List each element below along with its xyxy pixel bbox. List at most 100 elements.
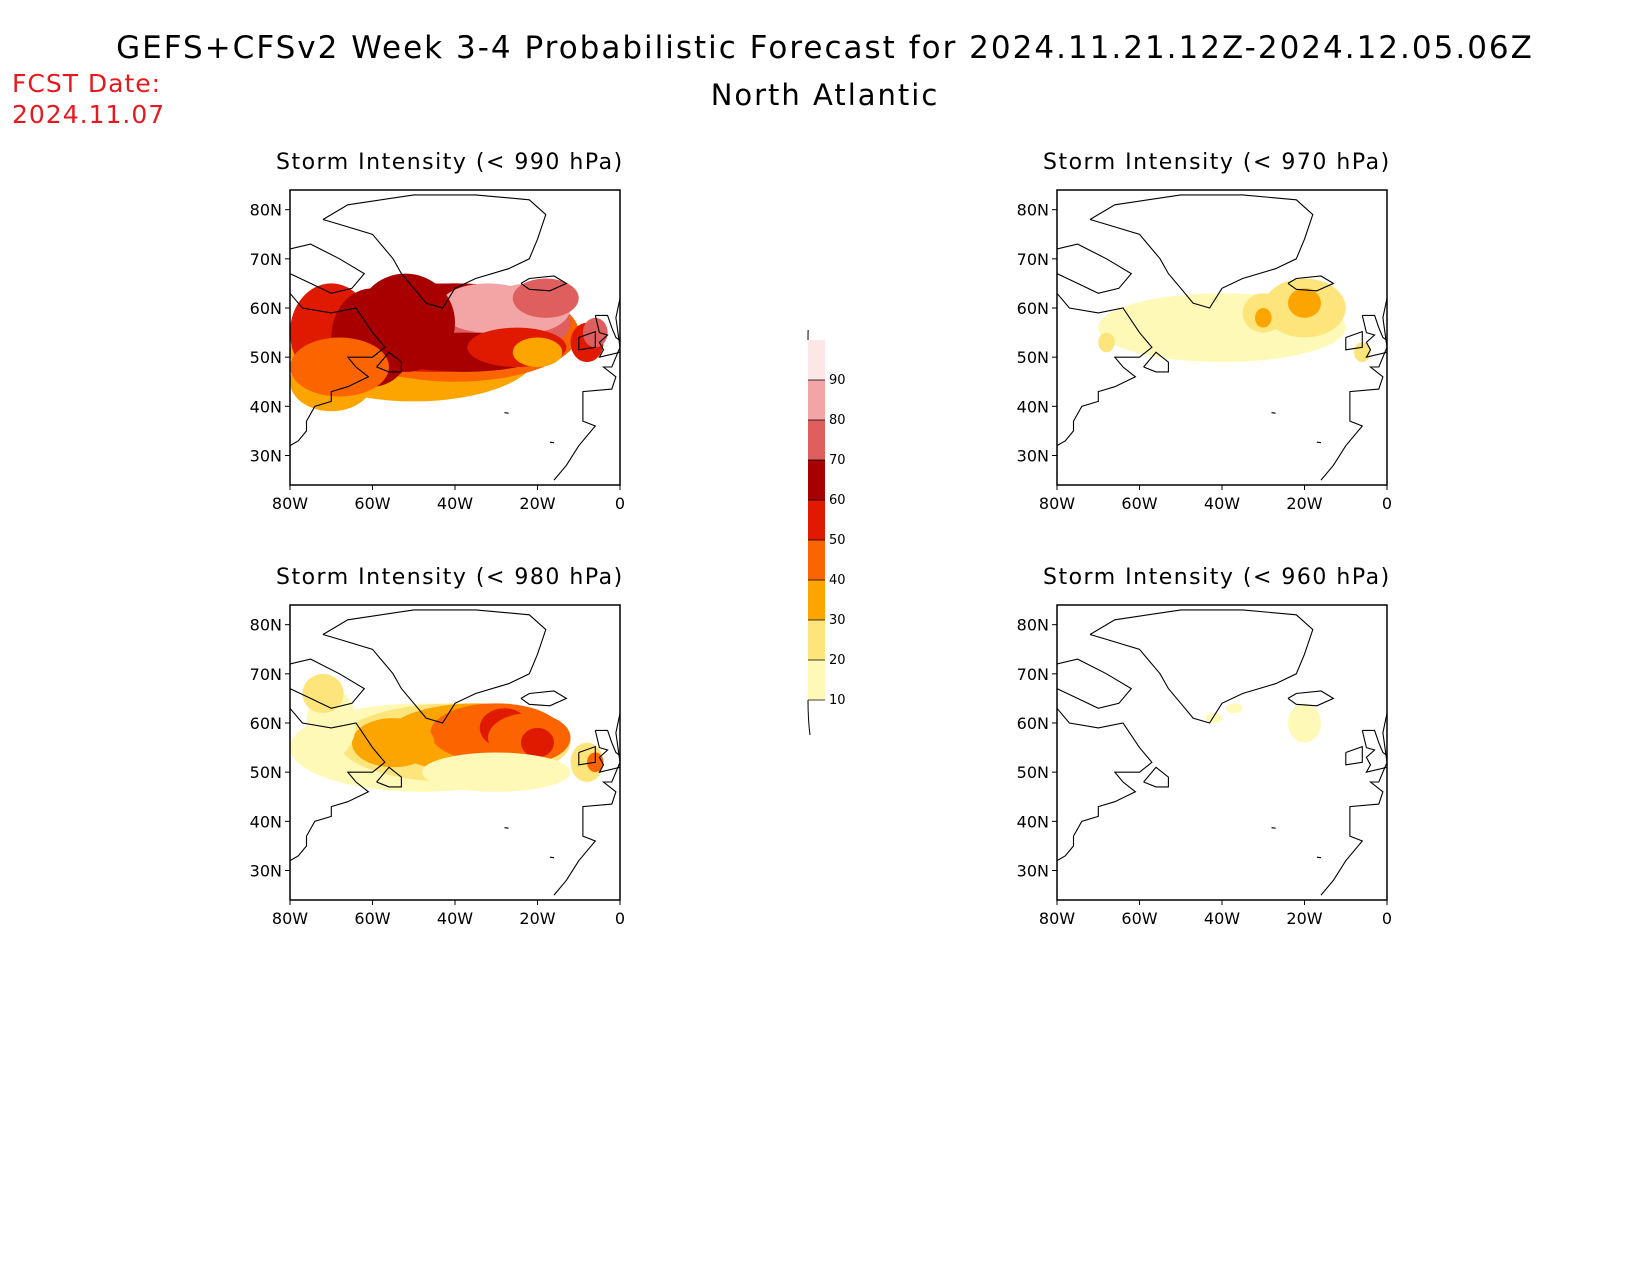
colorbar-swatch: [808, 540, 825, 580]
map-panel-990: Storm Intensity (< 990 hPa) 80N 70N 60N 50N…: [240, 150, 640, 513]
coastline: [290, 243, 366, 294]
probability-contour: [1288, 288, 1321, 318]
lat-label: 50N: [250, 348, 282, 367]
colorbar-label: 50: [829, 533, 846, 548]
probability-contour: [351, 718, 435, 768]
probability-contour: [512, 337, 563, 367]
lon-label: 60W: [354, 909, 390, 928]
panel-title: Storm Intensity (< 980 hPa): [276, 565, 624, 590]
colorbar-label: 40: [829, 573, 846, 588]
coastline: [1287, 275, 1335, 292]
colorbar-swatches: 10 20 30 40 50 60 70 80 90: [807, 309, 846, 736]
lon-label: 80W: [1039, 494, 1075, 513]
coastline: [520, 690, 568, 707]
map-area: 80N 70N 60N 50N 40N 30N 80W 60W 40W 20W 0: [250, 189, 625, 513]
coastline: [553, 298, 620, 481]
lon-label: 40W: [437, 494, 473, 513]
coastline: [1316, 856, 1322, 859]
map-panel-980: Storm Intensity (< 980 hPa) 80N 70N 60N 50N…: [240, 565, 640, 928]
lon-label: 0: [615, 909, 625, 928]
map-frame: [1056, 604, 1388, 901]
lat-label: 80N: [250, 201, 282, 220]
probability-contour: [521, 727, 554, 758]
lat-label: 70N: [250, 250, 282, 269]
colorbar-swatch: [808, 420, 825, 460]
coastline: [1057, 707, 1153, 891]
figure-region: North Atlantic: [710, 78, 940, 112]
forecast-date-label: FCST Date:: [12, 69, 162, 98]
colorbar-swatch: [808, 580, 825, 620]
map-panel-970: Storm Intensity (< 970 hPa) 80N 70N 60N 50N…: [1007, 150, 1407, 513]
coastline: [1271, 412, 1276, 414]
coastline: [290, 707, 386, 891]
probability-field: [290, 273, 608, 412]
lat-label: 30N: [250, 447, 282, 466]
lon-label: 60W: [1121, 494, 1157, 513]
map-panel-960: Storm Intensity (< 960 hPa) 80N 70N 60N 50N…: [1007, 565, 1407, 928]
lat-label: 60N: [250, 299, 282, 318]
lat-label: 60N: [1017, 714, 1049, 733]
coastline: [1345, 330, 1363, 351]
coastline: [1057, 292, 1153, 476]
lat-label: 70N: [250, 665, 282, 684]
colorbar-label: 20: [829, 653, 846, 668]
colorbar-swatch: [808, 500, 825, 540]
forecast-date-value: 2024.11.07: [12, 100, 166, 129]
coastline: [1143, 351, 1169, 373]
coastlines: [1057, 609, 1387, 896]
probability-contour: [1288, 703, 1321, 743]
coastline: [1287, 690, 1335, 707]
lat-label: 30N: [1017, 862, 1049, 881]
coastline: [553, 713, 620, 896]
lat-label: 80N: [250, 616, 282, 635]
probability-contour: [1098, 332, 1115, 353]
coastline: [1361, 314, 1387, 359]
coastline: [504, 412, 509, 414]
lon-label: 20W: [519, 909, 555, 928]
coastline: [1320, 298, 1387, 481]
lon-label: 20W: [1286, 909, 1322, 928]
coastline: [1089, 194, 1314, 309]
lon-label: 60W: [354, 494, 390, 513]
coastline: [1057, 658, 1133, 709]
probability-contour: [422, 752, 571, 792]
lat-label: 50N: [1017, 348, 1049, 367]
lat-label: 70N: [1017, 665, 1049, 684]
coastlines: [290, 609, 620, 896]
lon-label: 20W: [519, 494, 555, 513]
probability-field: [1098, 278, 1371, 363]
coastlines: [290, 194, 620, 481]
coastline: [322, 609, 547, 724]
probability-contour: [290, 337, 389, 397]
colorbar: 10 20 30 40 50 60 70 80 90: [800, 309, 860, 750]
colorbar-swatch: [808, 340, 825, 380]
coastline: [1089, 609, 1314, 724]
map-area: 80N 70N 60N 50N 40N 30N 80W 60W 40W 20W 0: [1017, 189, 1392, 513]
coastline: [1143, 766, 1169, 788]
lat-label: 40N: [250, 397, 282, 416]
coastline: [290, 658, 366, 709]
lat-label: 60N: [1017, 299, 1049, 318]
coastline: [504, 827, 509, 829]
lat-label: 70N: [1017, 250, 1049, 269]
coastline: [1271, 827, 1276, 829]
lat-label: 40N: [1017, 812, 1049, 831]
probability-contour: [512, 278, 579, 318]
lon-label: 80W: [1039, 909, 1075, 928]
probability-contour: [1205, 713, 1222, 723]
lat-label: 50N: [250, 763, 282, 782]
coastline: [594, 729, 620, 774]
map-area: 80N 70N 60N 50N 40N 30N 80W 60W 40W 20W 0: [250, 604, 625, 928]
lat-label: 40N: [250, 812, 282, 831]
lon-label: 40W: [437, 909, 473, 928]
lon-label: 0: [615, 494, 625, 513]
panel-title: Storm Intensity (< 960 hPa): [1043, 565, 1391, 590]
coastline: [578, 745, 596, 766]
coastline: [549, 856, 555, 859]
panel-title: Storm Intensity (< 990 hPa): [276, 150, 624, 175]
coastline: [578, 330, 596, 351]
probability-field: [290, 673, 604, 792]
lat-label: 50N: [1017, 763, 1049, 782]
lat-label: 60N: [250, 714, 282, 733]
colorbar-label: 10: [829, 693, 846, 708]
